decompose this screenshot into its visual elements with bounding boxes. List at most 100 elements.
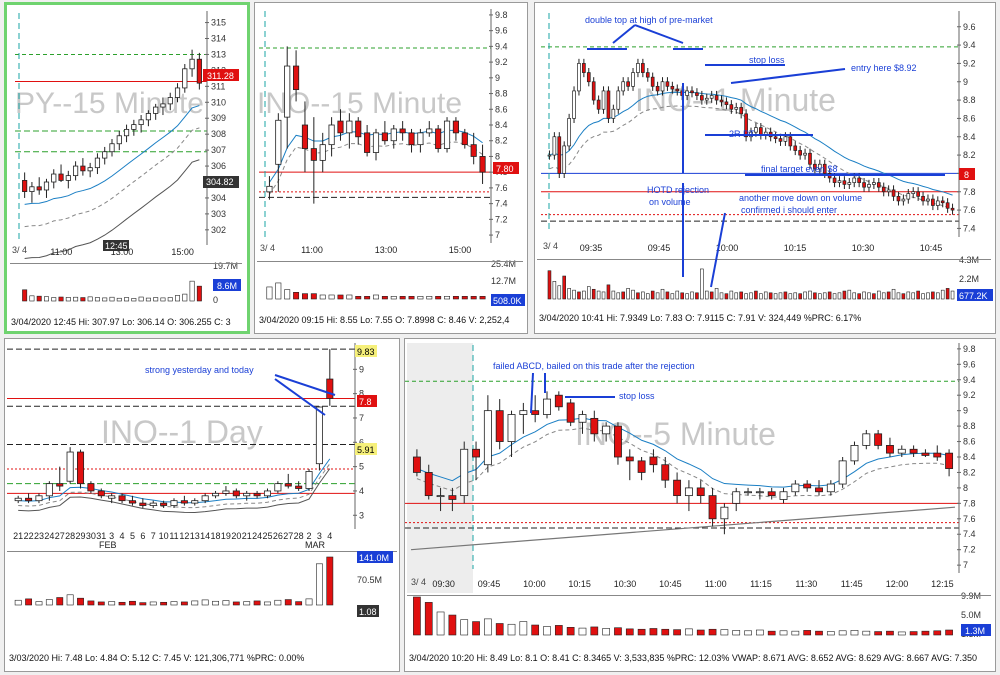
volume-bar[interactable]	[160, 601, 168, 606]
candle-body[interactable]	[578, 414, 587, 423]
candle-body[interactable]	[557, 136, 562, 174]
volume-bar[interactable]	[696, 629, 705, 636]
candle-body[interactable]	[470, 144, 477, 157]
candle-body[interactable]	[479, 156, 486, 173]
volume-bar[interactable]	[108, 601, 116, 606]
candle-body[interactable]	[685, 90, 689, 96]
candle-body[interactable]	[123, 128, 130, 137]
volume-bar[interactable]	[874, 631, 882, 636]
candle-body[interactable]	[793, 145, 798, 151]
candle-body[interactable]	[196, 58, 202, 84]
candle-body[interactable]	[631, 72, 635, 87]
candle-body[interactable]	[14, 497, 22, 502]
candle-body[interactable]	[160, 103, 166, 108]
candle-body[interactable]	[519, 410, 528, 415]
candle-body[interactable]	[180, 500, 188, 504]
candle-body[interactable]	[673, 479, 682, 497]
volume-bar[interactable]	[886, 291, 891, 300]
candle-body[interactable]	[222, 490, 230, 494]
volume-bar[interactable]	[390, 296, 397, 300]
candle-body[interactable]	[35, 495, 43, 502]
volume-bar[interactable]	[872, 293, 876, 300]
volume-bar[interactable]	[708, 628, 717, 636]
volume-bar[interactable]	[562, 275, 566, 300]
volume-bar[interactable]	[862, 291, 866, 300]
candle-body[interactable]	[346, 120, 353, 134]
candle-body[interactable]	[755, 491, 764, 494]
volume-bar[interactable]	[636, 292, 640, 300]
candle-body[interactable]	[950, 207, 955, 211]
volume-bar[interactable]	[909, 631, 918, 636]
volume-bar[interactable]	[138, 296, 144, 302]
candle-body[interactable]	[77, 451, 85, 485]
volume-bar[interactable]	[189, 280, 195, 302]
volume-bar[interactable]	[305, 598, 313, 606]
volume-bar[interactable]	[744, 293, 748, 300]
volume-bar[interactable]	[734, 292, 739, 300]
volume-bar[interactable]	[827, 291, 832, 300]
candle-body[interactable]	[436, 495, 445, 498]
volume-bar[interactable]	[867, 292, 871, 300]
volume-divider[interactable]	[10, 263, 242, 264]
candle-body[interactable]	[73, 165, 79, 177]
volume-bar[interactable]	[301, 293, 308, 300]
ino-5min-chart[interactable]: INO--5 Minute 9.89.69.49.298.88.68.48.28…	[405, 339, 995, 671]
candle-body[interactable]	[399, 128, 406, 134]
candle-body[interactable]	[554, 394, 563, 408]
volume-bar[interactable]	[926, 292, 930, 300]
candle-body[interactable]	[586, 72, 591, 83]
volume-bar[interactable]	[896, 292, 901, 300]
candle-body[interactable]	[791, 483, 800, 493]
candle-body[interactable]	[832, 177, 837, 183]
candle-body[interactable]	[636, 63, 640, 73]
volume-bar[interactable]	[714, 288, 719, 300]
candle-body[interactable]	[945, 452, 954, 469]
volume-bar[interactable]	[606, 284, 611, 300]
volume-bar[interactable]	[284, 599, 292, 606]
volume-bar[interactable]	[886, 630, 894, 636]
candle-body[interactable]	[837, 180, 842, 183]
candle-body[interactable]	[131, 124, 137, 130]
volume-bar[interactable]	[832, 293, 837, 300]
volume-bar[interactable]	[773, 293, 778, 300]
candle-body[interactable]	[696, 487, 705, 497]
candle-body[interactable]	[275, 119, 282, 165]
candle-body[interactable]	[708, 495, 717, 520]
volume-bar[interactable]	[645, 293, 650, 300]
volume-bar[interactable]	[45, 599, 53, 606]
candle-body[interactable]	[690, 90, 694, 94]
volume-bar[interactable]	[293, 292, 300, 300]
candle-body[interactable]	[886, 445, 894, 454]
volume-bar[interactable]	[673, 629, 681, 636]
volume-bar[interactable]	[417, 296, 424, 300]
volume-bar[interactable]	[319, 294, 326, 300]
volume-bar[interactable]	[675, 290, 680, 300]
candle-body[interactable]	[921, 452, 930, 456]
volume-bar[interactable]	[424, 602, 433, 636]
candle-body[interactable]	[916, 191, 920, 197]
candle-body[interactable]	[80, 165, 86, 172]
volume-bar[interactable]	[945, 288, 950, 300]
candle-body[interactable]	[145, 113, 151, 121]
candle-body[interactable]	[153, 106, 159, 114]
candle-body[interactable]	[754, 127, 758, 133]
candle-body[interactable]	[817, 163, 822, 170]
volume-bar[interactable]	[567, 288, 571, 300]
candle-body[interactable]	[94, 157, 101, 169]
candle-body[interactable]	[582, 63, 586, 73]
volume-bar[interactable]	[921, 293, 925, 300]
candle-body[interactable]	[417, 132, 424, 146]
volume-bar[interactable]	[572, 289, 576, 300]
candle-body[interactable]	[65, 175, 71, 181]
candle-body[interactable]	[803, 483, 812, 489]
volume-bar[interactable]	[484, 618, 492, 636]
volume-bar[interactable]	[36, 295, 42, 302]
volume-bar[interactable]	[720, 629, 729, 636]
volume-bar[interactable]	[264, 601, 271, 606]
candle-body[interactable]	[295, 485, 303, 489]
volume-divider[interactable]	[7, 551, 397, 552]
candle-body[interactable]	[45, 483, 53, 497]
volume-bar[interactable]	[73, 296, 79, 302]
volume-bar[interactable]	[590, 626, 599, 636]
volume-bar[interactable]	[940, 289, 945, 300]
